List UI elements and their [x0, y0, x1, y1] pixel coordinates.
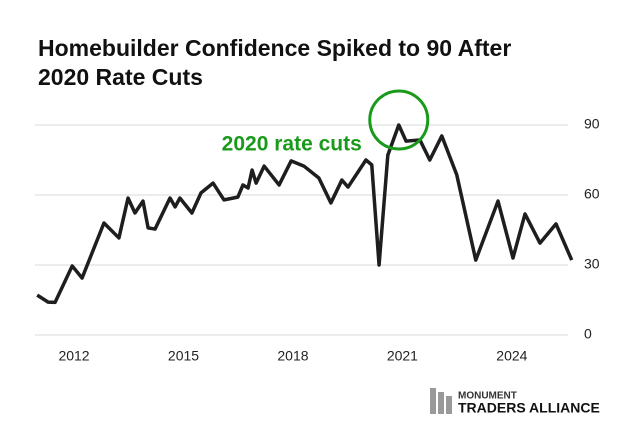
chart-title: Homebuilder Confidence Spiked to 90 Afte…: [38, 35, 511, 61]
y-tick-label: 0: [584, 326, 592, 342]
chart-title: 2020 Rate Cuts: [38, 64, 203, 90]
x-tick-label: 2021: [387, 348, 418, 364]
highlight-circle: [368, 89, 430, 151]
annotation: 2020 rate cuts: [222, 133, 362, 156]
x-tick-label: 2024: [496, 348, 527, 364]
x-tick-label: 2015: [168, 348, 199, 364]
x-tick-label: 2012: [58, 348, 89, 364]
y-tick-label: 30: [584, 256, 600, 272]
y-tick-label: 90: [584, 116, 600, 132]
y-tick-label: 60: [584, 186, 600, 202]
line: [36, 123, 574, 305]
logo-text: TRADERS ALLIANCE: [458, 400, 600, 416]
x-tick-label: 2018: [277, 348, 308, 364]
logo-icon: [430, 388, 452, 414]
logo-text: MONUMENT: [458, 391, 517, 402]
